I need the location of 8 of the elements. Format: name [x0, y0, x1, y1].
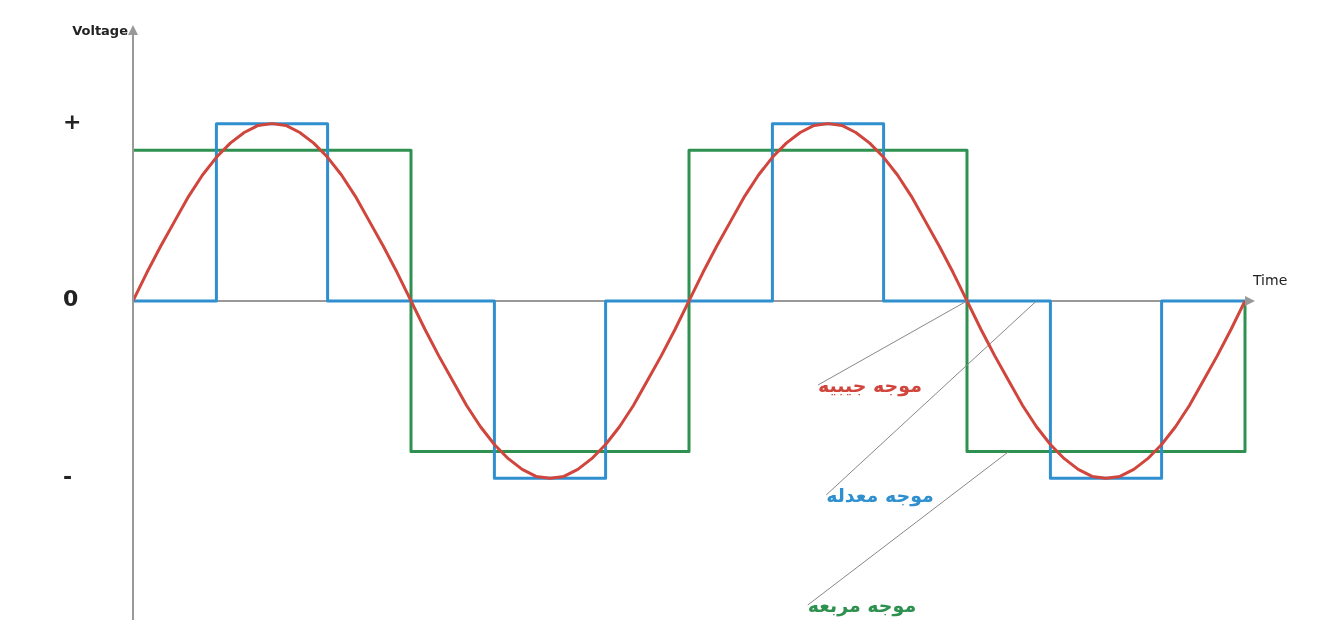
- text: Voltage: [72, 23, 129, 38]
- text: موجه معدله: [826, 484, 934, 507]
- text: 0: [63, 286, 79, 312]
- text: -: [63, 463, 73, 489]
- text: موجه مربعه: [807, 594, 917, 617]
- x-axis-title: Time: [1252, 271, 1288, 288]
- text: +: [63, 109, 82, 135]
- text: موجه جيبيه: [818, 374, 922, 397]
